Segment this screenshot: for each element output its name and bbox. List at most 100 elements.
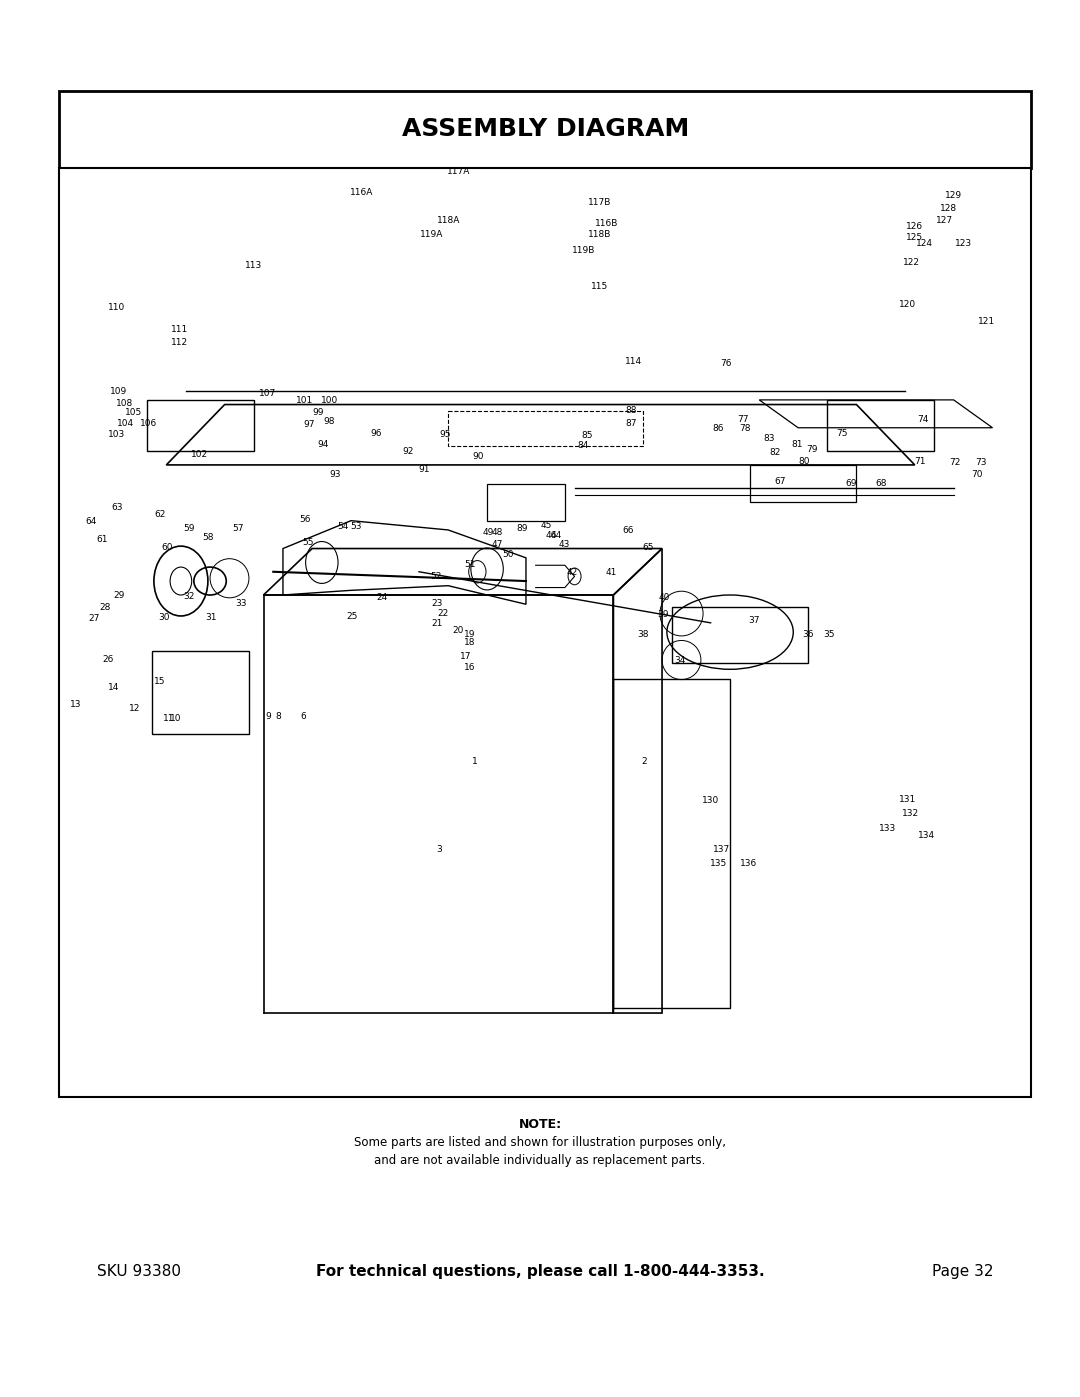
Bar [59,91,1031,168]
Text: 81: 81 [792,440,802,448]
Text: 70: 70 [972,471,983,479]
Text: 19: 19 [464,630,475,638]
Text: 105: 105 [125,408,143,416]
Text: 22: 22 [437,609,448,617]
Text: 75: 75 [837,429,848,437]
Text: 61: 61 [97,535,108,543]
Text: 92: 92 [403,447,414,455]
Text: 45: 45 [541,521,552,529]
Text: 68: 68 [876,479,887,488]
Text: 87: 87 [625,419,636,427]
Text: 115: 115 [591,282,608,291]
Text: 6: 6 [300,712,307,721]
Text: 134: 134 [918,831,935,840]
Text: 116B: 116B [595,219,619,228]
Text: 59: 59 [184,524,194,532]
Text: 8: 8 [275,712,282,721]
Text: 41: 41 [606,569,617,577]
Text: 91: 91 [419,465,430,474]
Text: 32: 32 [184,592,194,601]
Text: 111: 111 [171,326,188,334]
Text: 121: 121 [977,317,995,326]
Text: 39: 39 [658,610,669,619]
Text: NOTE:: NOTE: [518,1118,562,1132]
Text: 36: 36 [802,630,813,638]
Text: 88: 88 [625,407,636,415]
Bar [59,168,1031,1097]
Text: 117A: 117A [447,168,471,176]
Text: 103: 103 [108,430,125,439]
Text: 24: 24 [377,594,388,602]
Text: 55: 55 [302,538,313,546]
Text: 132: 132 [902,809,919,817]
Text: For technical questions, please call 1-800-444-3353.: For technical questions, please call 1-8… [315,1264,765,1278]
Text: 17: 17 [460,652,471,661]
Text: 66: 66 [623,527,634,535]
Text: 114: 114 [625,358,643,366]
Text: 79: 79 [807,446,818,454]
Text: 135: 135 [710,859,727,868]
Text: 82: 82 [770,448,781,457]
Text: 40: 40 [659,594,670,602]
Text: 2: 2 [640,757,647,766]
Text: 110: 110 [108,303,125,312]
Text: 3: 3 [436,845,443,854]
Text: 90: 90 [473,453,484,461]
Text: 85: 85 [582,432,593,440]
Text: 118A: 118A [436,217,460,225]
Text: 21: 21 [432,619,443,627]
Text: 119A: 119A [420,231,444,239]
Text: 69: 69 [846,479,856,488]
Text: 86: 86 [713,425,724,433]
Text: 12: 12 [130,704,140,712]
Text: 125: 125 [906,233,923,242]
Text: 126: 126 [906,222,923,231]
Text: 84: 84 [578,441,589,450]
Text: 18: 18 [464,638,475,647]
Text: 74: 74 [918,415,929,423]
Text: 96: 96 [370,429,381,437]
Text: 43: 43 [558,541,569,549]
Text: 52: 52 [431,573,442,581]
Text: 116A: 116A [350,189,374,197]
Text: 34: 34 [675,657,686,665]
Text: 104: 104 [117,419,134,427]
Text: 102: 102 [191,450,208,458]
Text: 137: 137 [713,845,730,854]
Text: 136: 136 [740,859,757,868]
Text: 131: 131 [899,795,916,803]
Text: 51: 51 [464,560,475,569]
Text: Some parts are listed and shown for illustration purposes only,: Some parts are listed and shown for illu… [354,1136,726,1150]
Text: 130: 130 [702,796,719,805]
Text: 9: 9 [265,712,271,721]
Text: 10: 10 [171,714,181,722]
Text: 98: 98 [324,418,335,426]
Bar [672,608,808,662]
Text: 127: 127 [936,217,954,225]
Text: 106: 106 [140,419,158,427]
Text: 99: 99 [313,408,324,416]
Text: 37: 37 [748,616,759,624]
Text: 13: 13 [70,700,81,708]
Text: and are not available individually as replacement parts.: and are not available individually as re… [375,1154,705,1168]
Text: 57: 57 [232,524,243,532]
Text: 71: 71 [915,457,926,465]
Text: 120: 120 [899,300,916,309]
Text: 30: 30 [159,613,170,622]
Text: 78: 78 [740,425,751,433]
Text: 94: 94 [318,440,328,448]
Text: 56: 56 [299,515,310,524]
Text: 29: 29 [113,591,124,599]
Text: 63: 63 [111,503,122,511]
Text: 76: 76 [720,359,731,367]
Text: 73: 73 [975,458,986,467]
Text: 118B: 118B [588,231,611,239]
Text: 107: 107 [259,390,276,398]
Text: 25: 25 [347,612,357,620]
Text: ASSEMBLY DIAGRAM: ASSEMBLY DIAGRAM [402,117,689,141]
Text: 48: 48 [491,528,502,536]
Text: 1: 1 [472,757,478,766]
Text: 117B: 117B [588,198,611,207]
Text: 53: 53 [351,522,362,531]
Text: 44: 44 [551,531,562,539]
